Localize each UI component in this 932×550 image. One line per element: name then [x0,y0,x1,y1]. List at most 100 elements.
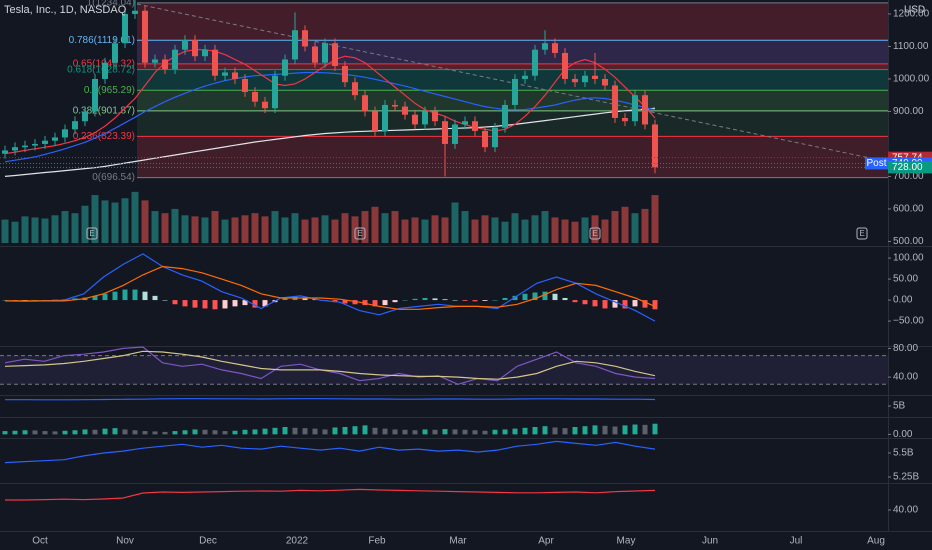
histogram-bar [162,431,168,435]
histogram-bar [62,430,68,435]
volume-bar [451,202,459,243]
candle-body [482,130,488,148]
y-tick-label: 50.00 [893,274,918,285]
candle-body [412,114,418,125]
histogram-bar [502,297,508,301]
histogram-bar [542,426,548,435]
indicator-line [4,71,656,163]
earnings-marker: E [357,229,362,238]
histogram-bar [332,427,338,435]
volume-bar [371,206,379,243]
candle-body [632,95,638,122]
candle-body [622,117,628,122]
histogram-bar [322,429,328,435]
histogram-bar [352,300,358,305]
histogram-bar [532,427,538,435]
candle-body [122,13,128,44]
price-label-box [888,161,932,174]
earnings-marker-box [856,227,868,240]
histogram-bar [102,428,108,435]
post-label-box [865,157,888,170]
indicator-line [4,346,656,385]
histogram-bar [162,300,168,301]
histogram-bar [302,428,308,435]
histogram-bar [12,430,18,435]
candle-body [12,147,18,151]
candle-body [452,124,458,144]
histogram-bar [612,426,618,435]
histogram-bar [182,300,188,307]
candle-body [522,75,528,79]
y-tick-label: 900.00 [893,106,924,117]
histogram-bar [552,427,558,435]
volume-bar [141,200,149,243]
earnings-marker: E [89,229,94,238]
price-label: 728.00 [892,162,923,173]
indicator-line [5,488,656,501]
candle-body [552,43,558,53]
candle-body [292,30,298,60]
histogram-bar [52,431,58,435]
volume-bar [421,219,429,243]
candle-body [652,124,658,168]
histogram-bar [452,300,458,301]
fib-label: 1(1234.04) [87,0,135,9]
histogram-bar [512,295,518,301]
candle-body [32,143,38,146]
candle-body [142,10,148,63]
volume-bar [531,215,539,243]
earnings-marker: E [592,229,597,238]
volume-bar [221,219,229,243]
indicator-line [4,350,656,380]
histogram-bar [212,430,218,435]
volume-bar [551,217,559,243]
candle-body [372,111,378,131]
histogram-bar [222,431,228,435]
candle-body [432,111,438,122]
histogram-bar [492,429,498,435]
indicator-line [4,107,656,177]
y-tick-label: 0.00 [893,429,913,440]
x-tick-label: Jun [702,536,718,547]
volume-bar [631,213,639,243]
volume-bar [461,211,469,243]
histogram-bar [302,297,308,301]
histogram-bar [312,428,318,435]
histogram-bar [2,431,8,435]
candle-body [392,104,398,107]
histogram-bar [392,429,398,435]
earnings-marker-box [354,227,366,240]
y-tick-label: 1000.00 [893,74,930,85]
histogram-bar [172,300,178,305]
y-tick-label: −50.00 [893,316,924,327]
histogram-bar [462,300,468,301]
volume-bar [11,221,19,243]
histogram-bar [142,291,148,301]
indicator-line [5,398,656,401]
histogram-bar [202,429,208,435]
histogram-bar [132,430,138,435]
histogram-bar [572,427,578,435]
volume-bar [151,211,159,243]
x-tick-label: Aug [867,536,885,547]
y-tick-label: 0.00 [893,295,913,306]
volume-bar [311,217,319,243]
volume-bar [611,211,619,243]
histogram-bar [552,293,558,301]
volume-bar [591,215,599,243]
fib-label: 0.382(901.87) [73,105,135,116]
fib-band [137,2,888,41]
candle-body [362,95,368,112]
histogram-bar [512,428,518,435]
histogram-bar [562,428,568,435]
candle-body [72,121,78,130]
volume-bar [491,217,499,243]
y-tick-label: 80.00 [893,343,918,354]
indicator-line [5,265,656,310]
histogram-bar [592,300,598,307]
candle-body [512,78,518,105]
histogram-bar [422,429,428,435]
histogram-bar [172,431,178,435]
